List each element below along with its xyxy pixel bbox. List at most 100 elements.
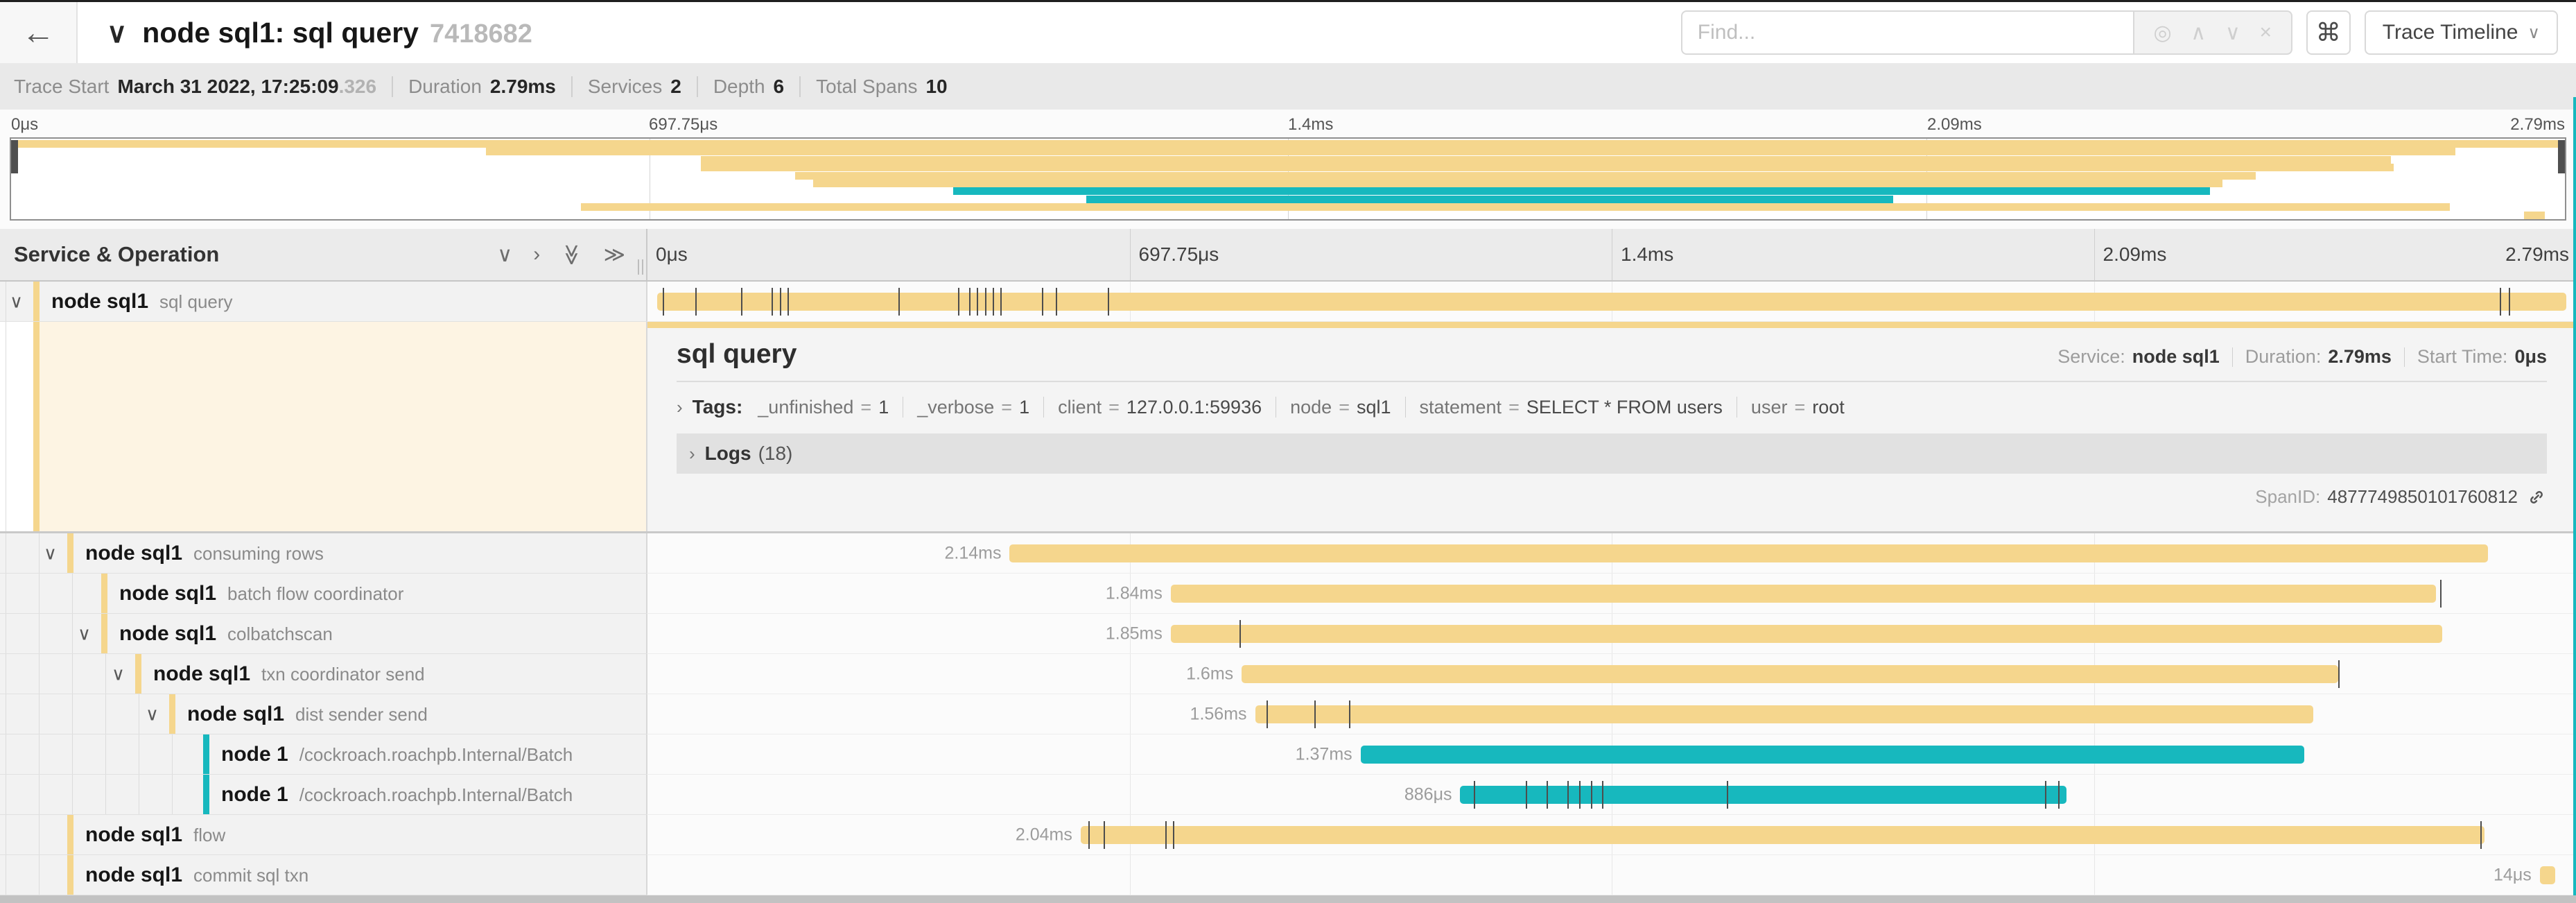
span-duration-bar[interactable] [1170, 584, 2437, 603]
divider [696, 76, 698, 97]
chevron-down-icon[interactable]: ∨ [44, 542, 58, 563]
collapse-one-icon[interactable]: ∨ [497, 243, 513, 266]
span-tree-item[interactable]: node 1/cockroach.roachpb.Internal/Batch [0, 734, 646, 775]
keyboard-shortcuts-button[interactable]: ⌘ [2306, 10, 2351, 55]
minimap-canvas[interactable] [10, 137, 2566, 221]
minimap-span-bar [812, 180, 2223, 187]
service-name: node sql1 sql query [51, 289, 233, 313]
span-id-label: SpanID: [2255, 486, 2321, 507]
gridline [1129, 734, 1131, 774]
span-detail-row: sql query Service: node sql1 Duration: 2… [0, 322, 2576, 533]
expand-all-icon[interactable]: ≫ [603, 243, 625, 266]
span-tree-item[interactable]: ∨ node sql1 txn coordinator send [0, 654, 646, 694]
span-duration-bar[interactable] [1360, 745, 2304, 764]
span-tree-item[interactable]: ∨ node sql1 dist sender send [0, 694, 646, 734]
span-tree-item[interactable]: ∨ node sql1 colbatchscan [0, 614, 646, 654]
trace-view-selector[interactable]: Trace Timeline ∨ [2364, 10, 2558, 55]
span-duration-bar[interactable] [1255, 705, 2314, 723]
span-timeline-cell[interactable]: 886μs [646, 775, 2576, 815]
span-timeline-cell[interactable]: 1.56ms [646, 694, 2576, 734]
tags-row[interactable]: › Tags: _unfinished = 1 _verbose = 1 client = 12… [677, 396, 2547, 418]
span-detail-panel: sql query Service: node sql1 Duration: 2… [646, 322, 2576, 531]
log-tick-marker [1165, 820, 1167, 849]
span-duration-bar[interactable] [1242, 664, 2339, 683]
gridline [1129, 654, 1131, 694]
timeline-section-header: Service & Operation ∨ › ≫ ≫ 0μs 697.75μs… [0, 229, 2576, 282]
chevron-down-icon[interactable]: ∨ [10, 291, 24, 311]
clear-search-icon[interactable]: × [2259, 21, 2272, 44]
span-tree-item[interactable]: ∨ node sql1 consuming rows [0, 533, 646, 574]
span-duration-bar[interactable] [1170, 624, 2442, 643]
span-tree-item[interactable]: node sql1 batch flow coordinator [0, 574, 646, 614]
horizontal-scrollbar[interactable] [0, 895, 2576, 903]
axis-tick: 1.4ms [1612, 229, 2094, 280]
span-row: node 1/cockroach.roachpb.Internal/Batch 1… [0, 734, 2576, 775]
span-timeline-cell[interactable]: 2.04ms [646, 815, 2576, 855]
span-duration-bar[interactable] [656, 292, 2567, 311]
span-duration-bar[interactable] [1080, 825, 2484, 844]
tree-guide-line [105, 654, 106, 694]
span-row: node sql1 commit sql txn 14μs [0, 855, 2576, 895]
link-icon[interactable] [2526, 487, 2547, 508]
divider [2231, 347, 2233, 367]
log-tick-marker [1546, 780, 1548, 809]
service-label: Service: [2057, 346, 2125, 367]
chevron-down-icon[interactable]: ∨ [112, 663, 125, 684]
tree-guide-line [39, 694, 40, 734]
minimap-right-handle[interactable] [2558, 140, 2565, 173]
log-tick-marker [2338, 660, 2340, 688]
locate-icon[interactable]: ◎ [2153, 21, 2172, 44]
span-tree-item[interactable]: node sql1 flow [0, 815, 646, 855]
logs-row[interactable]: › Logs (18) [677, 433, 2547, 474]
span-duration-bar[interactable] [2539, 866, 2555, 884]
span-timeline-cell[interactable] [646, 282, 2576, 322]
span-color-accent [203, 775, 209, 814]
chevron-down-icon[interactable]: ∨ [146, 703, 159, 724]
span-tree-item[interactable]: ∨ node sql1 sql query [0, 282, 646, 322]
span-timeline-cell[interactable]: 1.6ms [646, 654, 2576, 694]
span-duration-bar[interactable] [1009, 544, 2489, 562]
divider [1043, 397, 1045, 418]
span-duration-label: 1.6ms [1186, 664, 1234, 683]
divider [799, 76, 801, 97]
span-timeline-cell[interactable]: 1.37ms [646, 734, 2576, 775]
span-timeline-cell[interactable]: 14μs [646, 855, 2576, 895]
duration-label: Duration: [2245, 346, 2322, 367]
tags-label: Tags: [692, 396, 743, 418]
service-name: node sql1 dist sender send [187, 702, 428, 725]
tree-guide-line [39, 734, 40, 774]
span-tree-item[interactable]: node sql1 commit sql txn [0, 855, 646, 895]
span-timeline-cell[interactable]: 1.84ms [646, 574, 2576, 614]
span-timeline-cell[interactable]: 1.85ms [646, 614, 2576, 654]
services-label: Services [587, 75, 663, 97]
span-duration-bar[interactable] [1460, 785, 2066, 804]
span-bar-wrap: 14μs [653, 855, 2570, 895]
log-tick-marker [2058, 780, 2060, 809]
tree-guide-line [72, 775, 73, 814]
minimap-span-bar [486, 148, 2455, 156]
find-input[interactable] [1680, 10, 2133, 55]
operation-name: batch flow coordinator [227, 583, 404, 604]
span-duration-label: 1.37ms [1295, 744, 1352, 764]
span-bar-wrap: 1.37ms [653, 734, 2570, 774]
gridline [1129, 694, 1131, 734]
collapse-all-icon[interactable]: ≫ [560, 243, 584, 266]
next-result-icon[interactable]: ∨ [2225, 21, 2240, 44]
expand-one-icon[interactable]: › [533, 243, 541, 266]
prev-result-icon[interactable]: ∧ [2191, 21, 2207, 44]
gridline [1129, 574, 1131, 613]
span-detail-card: sql query Service: node sql1 Duration: 2… [647, 328, 2576, 508]
operation-name: colbatchscan [227, 623, 333, 644]
column-resize-grip[interactable] [635, 259, 643, 275]
back-button[interactable]: ← [0, 2, 78, 63]
minimap-left-handle[interactable] [11, 140, 18, 173]
span-duration-label: 1.56ms [1190, 704, 1247, 723]
span-tree-item[interactable]: node 1/cockroach.roachpb.Internal/Batch [0, 775, 646, 815]
span-timeline-cell[interactable]: 2.14ms [646, 533, 2576, 574]
span-detail-left-gutter [0, 322, 646, 531]
chevron-down-icon[interactable]: ∨ [107, 17, 128, 49]
log-tick-marker [1726, 780, 1728, 809]
log-tick-marker [741, 287, 743, 316]
chevron-down-icon[interactable]: ∨ [78, 623, 92, 644]
operation-name: /cockroach.roachpb.Internal/Batch [299, 784, 573, 805]
